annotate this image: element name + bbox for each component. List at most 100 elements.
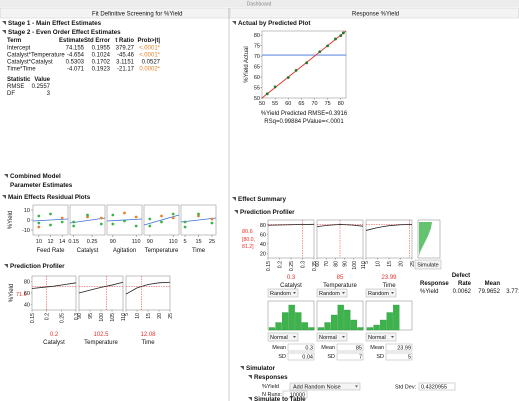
plot-frame: [69, 204, 106, 236]
dropdown[interactable]: [316, 288, 348, 298]
interval-label: 81.2]: [242, 244, 254, 250]
disclosure-icon[interactable]: [2, 21, 6, 25]
data-point: [334, 37, 337, 41]
x-tick-label: 25: [410, 261, 416, 267]
disclosure-icon[interactable]: [4, 264, 8, 268]
disclosure-icon[interactable]: [234, 210, 238, 214]
residual-point: [148, 224, 152, 228]
disclosure-icon[interactable]: [232, 21, 236, 25]
input-box[interactable]: [418, 382, 456, 391]
input-box[interactable]: [385, 352, 413, 361]
input-box[interactable]: [282, 390, 308, 399]
plot-frame: [31, 275, 77, 311]
residual-point: [134, 224, 138, 228]
dropdown-label: Normal: [270, 335, 288, 341]
residual-point: [111, 222, 115, 226]
field-value: 10000: [290, 393, 305, 399]
x-axis-label: Temperature: [84, 340, 118, 346]
column-header: Term: [7, 38, 21, 44]
dropdown[interactable]: [365, 288, 397, 298]
table-cell: Time*Time: [7, 67, 36, 73]
dropdown[interactable]: [267, 332, 299, 342]
residual-point: [60, 220, 64, 224]
x-tick-label: 0.15: [68, 239, 79, 245]
disclosure-icon[interactable]: [232, 197, 236, 201]
x-tick-label: 0.25: [59, 313, 65, 323]
x-tick-label: 75: [325, 101, 331, 107]
dropdown-label: Random: [319, 291, 340, 297]
x-axis-label: Catalyst: [77, 248, 99, 254]
plot-frame: [267, 219, 315, 259]
x-tick-label: 15: [195, 239, 201, 245]
section-title: Actual by Predicted Plot: [238, 20, 311, 27]
y-tick-label: 80: [260, 223, 266, 229]
section-title: Effect Summary: [238, 196, 286, 203]
dropdown[interactable]: [316, 332, 348, 342]
table-cell: 3.77159: [506, 289, 519, 295]
x-tick-label: 0.3: [74, 313, 80, 320]
field-value: 0.04: [302, 355, 313, 361]
residual-point: [111, 213, 115, 217]
input-box[interactable]: [287, 343, 315, 352]
x-tick-label: 20: [157, 313, 163, 319]
data-point: [318, 50, 322, 54]
x-tick-label: 0.15: [266, 261, 272, 271]
dropdown[interactable]: [289, 382, 361, 391]
dropdown-label: Random: [368, 291, 389, 297]
input-box[interactable]: [336, 343, 364, 352]
disclosure-icon[interactable]: [240, 366, 244, 370]
residual-point: [210, 217, 214, 221]
residual-point: [99, 222, 103, 226]
x-tick-label: 10: [36, 239, 42, 245]
histogram-bar: [379, 319, 387, 331]
column-header: t Ratio: [115, 38, 134, 44]
field-label: SD: [327, 354, 335, 360]
disclosure-icon[interactable]: [248, 397, 252, 401]
residual-point: [37, 221, 41, 225]
field-value: 85: [356, 346, 362, 352]
section-title: Prediction Profiler: [240, 209, 295, 216]
x-tick-label: 5: [124, 313, 130, 316]
simulate-button[interactable]: [414, 259, 442, 270]
profile-curve: [267, 223, 315, 226]
disclosure-icon[interactable]: [2, 195, 6, 199]
x-tick-label: 20: [399, 261, 405, 267]
disclosure-icon[interactable]: [248, 375, 252, 379]
histogram-bar: [386, 312, 393, 331]
histogram-bar: [268, 327, 276, 331]
dropdown[interactable]: [267, 288, 299, 298]
data-point: [341, 31, 345, 35]
data-point: [326, 44, 330, 48]
x-tick-label: 105: [110, 313, 116, 322]
column-header: Prob>|t|: [137, 38, 160, 44]
input-box[interactable]: [287, 352, 315, 361]
x-tick-label: 10: [135, 313, 141, 319]
input-box[interactable]: [336, 352, 364, 361]
residual-point: [86, 213, 89, 217]
residual-point: [72, 220, 76, 224]
field-label: %Yield: [262, 384, 279, 390]
disclosure-icon[interactable]: [4, 174, 8, 178]
x-axis-label: Agitation: [113, 248, 136, 254]
field-label: SD: [278, 354, 286, 360]
input-box[interactable]: [385, 343, 413, 352]
table-cell: 0.0002*: [139, 67, 160, 73]
residual-point: [171, 212, 175, 216]
current-x-value: 23.99: [381, 275, 397, 281]
y-tick-label: 65: [254, 65, 260, 71]
data-point: [305, 61, 309, 65]
table-cell: %Yield: [420, 289, 438, 295]
table-cell: 0.1024: [92, 53, 111, 59]
x-tick-label: 55: [272, 101, 278, 107]
disclosure-icon[interactable]: [2, 30, 6, 34]
x-tick-label: 65: [298, 101, 304, 107]
field-value: 23.99: [397, 346, 411, 352]
x-axis-label: Time: [192, 248, 206, 254]
y-axis-label: %Yield Actual: [244, 46, 250, 82]
fit-line: [180, 217, 217, 223]
residual-point: [210, 221, 214, 225]
button-label: Simulate: [417, 263, 438, 269]
histogram-bar: [393, 304, 400, 331]
dropdown[interactable]: [365, 332, 397, 342]
